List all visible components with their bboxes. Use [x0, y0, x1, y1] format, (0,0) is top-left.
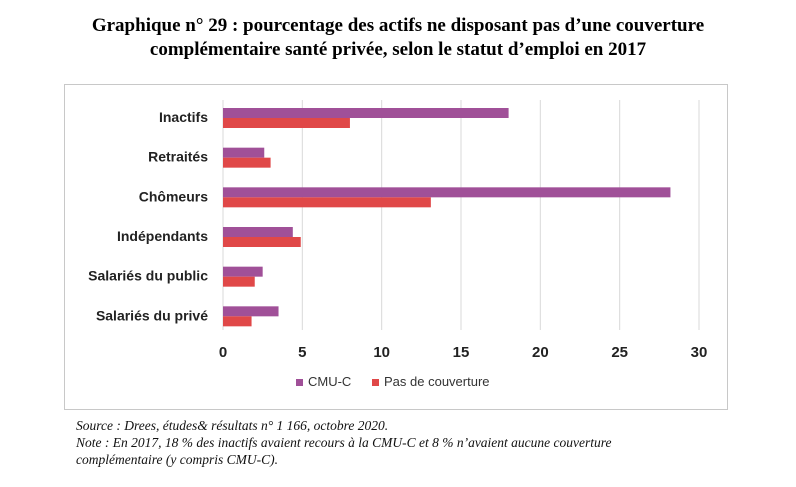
- chart-frame: [64, 84, 728, 410]
- x-tick-label: 30: [691, 344, 708, 361]
- x-tick-label: 25: [611, 344, 628, 361]
- x-tick-label: 15: [453, 344, 470, 361]
- legend-swatch: [372, 379, 379, 386]
- legend-label: Pas de couverture: [384, 374, 490, 389]
- legend-swatch: [296, 379, 303, 386]
- source-note: Source : Drees, études& résultats n° 1 1…: [76, 418, 389, 433]
- category-label: Indépendants: [117, 228, 208, 244]
- chart-title-line-2: complémentaire santé privée, selon le st…: [149, 39, 647, 60]
- chart-title-line-1: Graphique n° 29 : pourcentage des actifs…: [91, 15, 705, 36]
- explanatory-note-line-1: Note : En 2017, 18 % des inactifs avaien…: [76, 435, 612, 450]
- bar-pas-de-couverture: [223, 157, 271, 168]
- bar-cmu-c: [223, 108, 509, 118]
- x-tick-label: 20: [532, 344, 549, 361]
- category-label: Salariés du privé: [96, 307, 208, 323]
- bar-pas-de-couverture: [223, 276, 255, 287]
- x-tick-label: 0: [219, 344, 227, 361]
- bar-pas-de-couverture: [223, 237, 301, 247]
- bar-cmu-c: [223, 227, 293, 237]
- explanatory-note-line-2: complémentaire (y compris CMU-C).: [76, 452, 278, 467]
- legend-label: CMU-C: [308, 374, 351, 389]
- bar-pas-de-couverture: [223, 197, 431, 208]
- category-label: Retraités: [148, 149, 208, 165]
- bar-cmu-c: [223, 266, 263, 277]
- category-label: Salariés du public: [88, 268, 208, 284]
- bar-cmu-c: [223, 187, 671, 198]
- bar-cmu-c: [223, 147, 265, 158]
- category-label: Inactifs: [159, 109, 208, 125]
- chart-title: Graphique n° 29 : pourcentage des actifs…: [0, 14, 796, 62]
- chart-footer: Source : Drees, études& résultats n° 1 1…: [76, 417, 776, 468]
- bar-pas-de-couverture: [223, 316, 252, 327]
- x-tick-label: 5: [298, 344, 306, 361]
- bar-pas-de-couverture: [223, 118, 350, 128]
- bar-cmu-c: [223, 306, 279, 317]
- category-label: Chômeurs: [139, 188, 208, 204]
- x-tick-label: 10: [373, 344, 390, 361]
